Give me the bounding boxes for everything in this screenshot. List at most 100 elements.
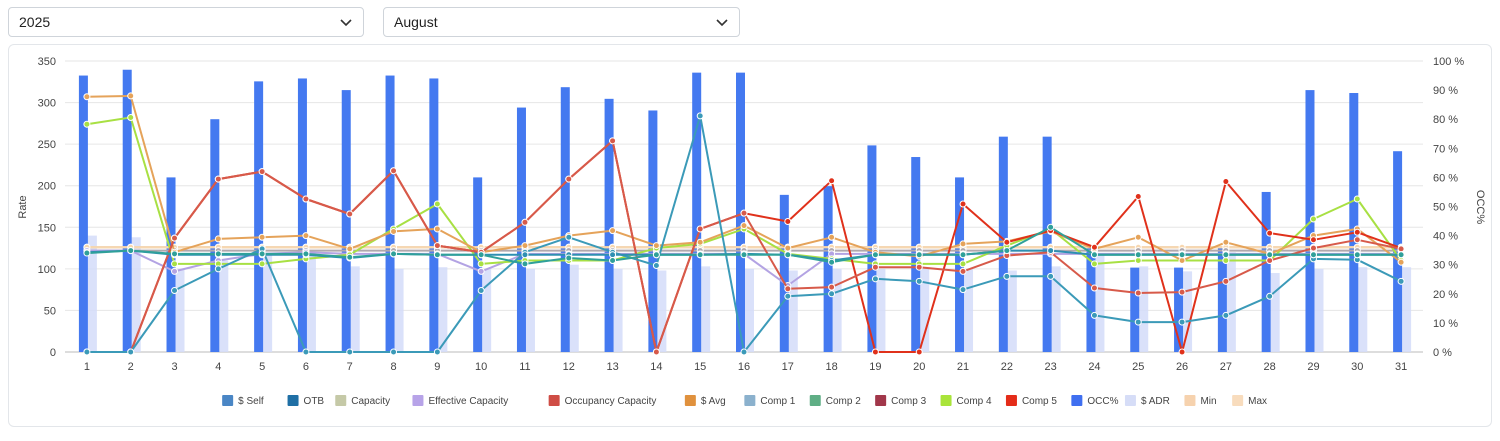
month-select[interactable]: August (383, 7, 740, 37)
adr-bar (1270, 273, 1280, 352)
comp-2-point (1134, 251, 1142, 259)
legend-item-self: $ Self (222, 395, 264, 407)
comp-5-point (1134, 193, 1142, 201)
occ-bar (779, 194, 789, 352)
avg-point (784, 244, 792, 252)
comp-2-point (346, 253, 354, 261)
comp-1-point (652, 262, 660, 270)
comp-5-point (1309, 236, 1317, 244)
legend-swatch (548, 395, 560, 406)
adr-bar (87, 235, 97, 352)
occ-bar (692, 72, 702, 352)
occ-bar (1393, 151, 1403, 352)
comp-4-point (127, 114, 135, 122)
adr-bar (1402, 267, 1412, 352)
comp-1-point (1003, 272, 1011, 280)
adr-bar (219, 260, 229, 352)
comp-4-point (83, 120, 91, 128)
comp-4-point (1134, 257, 1142, 265)
comp-2-point (1090, 251, 1098, 259)
comp-1-point (959, 286, 967, 294)
legend-label: Effective Capacity (428, 396, 508, 407)
occupancy-capacity-point (609, 137, 617, 145)
comp-4-point (1222, 257, 1230, 265)
x-tick-label: 15 (694, 361, 706, 373)
legend-label: Comp 3 (891, 396, 926, 407)
comp-1-point (83, 348, 91, 356)
legend-swatch (809, 395, 821, 406)
year-select[interactable]: 2025 (8, 7, 364, 37)
occ-bar (473, 177, 483, 352)
legend-item-otb: OTB (287, 395, 324, 407)
occupancy-capacity-point (171, 234, 179, 242)
adr-bar (1358, 267, 1368, 352)
occupancy-capacity-point (1222, 277, 1230, 285)
y2-tick-label: 80 % (1433, 114, 1458, 126)
avg-point (1222, 238, 1230, 246)
otb-point (609, 251, 617, 259)
legend-label: Occupancy Capacity (565, 396, 657, 407)
occupancy-capacity-point (915, 263, 923, 271)
legend-label: Comp 1 (760, 396, 795, 407)
y2-tick-label: 20 % (1433, 289, 1458, 301)
occ-bar (78, 75, 88, 353)
year-select-value: 2025 (19, 14, 51, 30)
x-tick-label: 13 (606, 361, 618, 373)
adr-bar (964, 268, 974, 352)
occ-bar (736, 72, 745, 352)
comp-5-point (915, 348, 923, 356)
adr-bar (1226, 252, 1236, 352)
avg-point (740, 222, 748, 230)
comp-4-point (258, 260, 266, 268)
legend-item-comp-3: Comp 3 (875, 395, 927, 407)
adr-bar (350, 266, 360, 352)
occupancy-capacity-point (1353, 236, 1361, 244)
legend-label: Min (1200, 396, 1216, 407)
y2-tick-label: 90 % (1433, 85, 1458, 97)
comp-5-point (1222, 178, 1230, 186)
comp-2-point (609, 257, 617, 265)
comp-4-point (433, 200, 441, 208)
comp-5-point (959, 200, 967, 208)
legend-item-capacity: Capacity (335, 395, 390, 407)
comp-2-point (652, 251, 660, 259)
otb-point (1047, 247, 1055, 255)
occupancy-capacity-point (959, 267, 967, 275)
legend-item-avg: $ Avg (684, 395, 726, 407)
comp-5-point (1003, 238, 1011, 246)
occupancy-capacity-point (1397, 245, 1405, 253)
legend-label: Comp 2 (826, 396, 861, 407)
occupancy-capacity-point (302, 195, 310, 203)
legend-item-occ: OCC% (1071, 395, 1119, 407)
occ-bar (823, 186, 833, 352)
comp-5-point (1090, 243, 1098, 251)
effective-capacity-point (477, 267, 485, 275)
legend-item-min: Min (1184, 395, 1217, 407)
legend-label: Capacity (351, 396, 390, 407)
legend-swatch (287, 395, 299, 406)
occ-bar (254, 81, 264, 352)
occupancy-capacity-point (652, 348, 660, 356)
occupancy-capacity-point (1178, 288, 1186, 296)
occ-bar (1261, 191, 1271, 352)
y2-tick-label: 10 % (1433, 318, 1458, 330)
comp-4-point (959, 260, 967, 268)
comp-1-point (828, 290, 836, 298)
occupancy-capacity-point (1266, 257, 1274, 265)
comp-2-point (871, 251, 879, 259)
x-tick-label: 30 (1351, 361, 1363, 373)
occ-bar (429, 78, 439, 353)
adr-bar (482, 268, 492, 352)
occupancy-capacity-point (521, 218, 529, 226)
x-tick-label: 2 (128, 361, 134, 373)
x-tick-label: 29 (1307, 361, 1319, 373)
y-tick-label: 200 (38, 181, 56, 193)
comp-1-point (784, 292, 792, 300)
x-tick-label: 17 (782, 361, 794, 373)
comp-1-point (565, 233, 573, 241)
legend-label: Max (1248, 396, 1267, 407)
x-tick-label: 31 (1395, 361, 1407, 373)
x-tick-label: 14 (650, 361, 662, 373)
occ-bar (998, 136, 1008, 352)
y-tick-label: 250 (38, 139, 56, 151)
